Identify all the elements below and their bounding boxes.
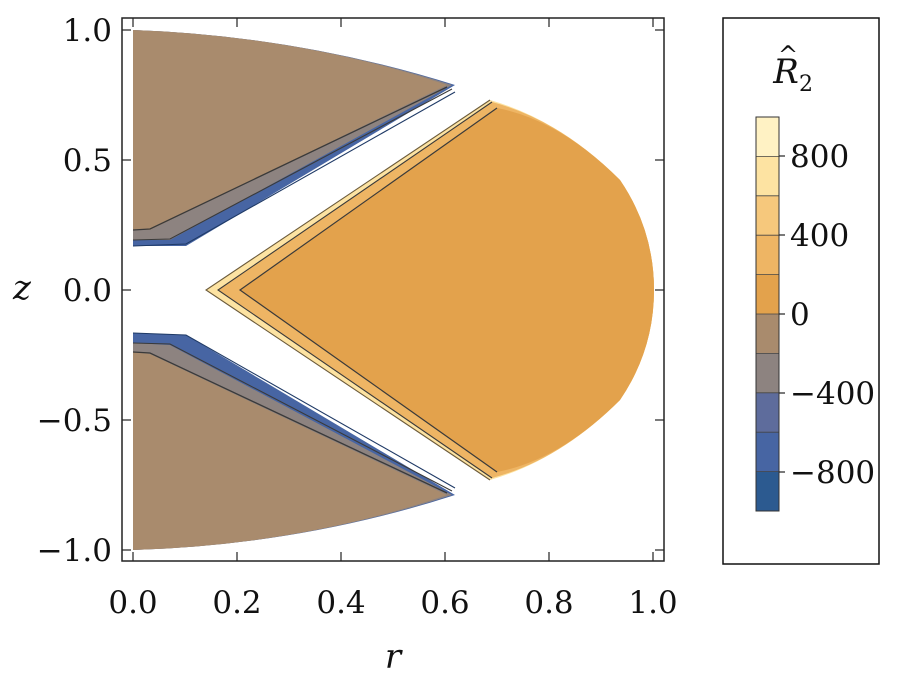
- colorbar-band: [756, 432, 779, 472]
- colorbar-band: [756, 314, 779, 354]
- colorbar-band: [756, 471, 779, 511]
- x-axis-label: r: [385, 637, 403, 677]
- y-axis-label: z: [12, 268, 32, 308]
- legend-title-hat: ^: [778, 41, 798, 69]
- colorbar-band: [756, 156, 779, 196]
- colorbar-tick-label: 400: [790, 218, 849, 254]
- legend-title-main: R: [772, 52, 799, 92]
- x-tick-label: 0.8: [524, 585, 573, 621]
- x-tick-label: 1.0: [628, 585, 677, 621]
- contour-line-lower-1: [132, 351, 448, 494]
- y-tick-label: −1.0: [37, 533, 112, 569]
- x-tick-label: 0.0: [108, 585, 157, 621]
- y-tick-label: 0.5: [63, 143, 112, 179]
- contour-line-upper-2: [132, 88, 453, 241]
- colorbar-band: [756, 195, 779, 236]
- x-tick-label: 0.6: [420, 585, 469, 621]
- colorbar-tick-label: −400: [790, 376, 875, 412]
- legend-title: R 2 ^: [772, 41, 813, 97]
- x-axis-ticks: [132, 18, 654, 561]
- colorbar-tick-label: 800: [790, 139, 849, 175]
- colorbar-tick-label: −800: [790, 455, 875, 491]
- colorbar-band: [756, 274, 779, 314]
- colorbar-band: [756, 353, 779, 393]
- colorbar-band: [756, 117, 779, 157]
- y-axis-ticks: [122, 29, 664, 551]
- x-tick-label: 0.2: [212, 585, 261, 621]
- x-tick-label: 0.4: [316, 585, 365, 621]
- region-lower-wedge-fill: [133, 352, 447, 550]
- contour-regions: [132, 30, 654, 550]
- y-tick-label: −0.5: [37, 403, 112, 439]
- contour-line-bulge-2: [217, 101, 493, 479]
- colorbar-band: [756, 235, 779, 275]
- legend-title-sub: 2: [799, 72, 813, 97]
- region-right-bulge-fill: [240, 108, 654, 472]
- colorbar-tick-label: 0: [790, 297, 810, 333]
- colorbar-band: [756, 392, 779, 433]
- region-upper-wedge-fill: [133, 30, 447, 230]
- contour-line-bulge-3: [238, 107, 498, 473]
- contour-line-upper-3: [132, 91, 456, 247]
- y-tick-label: 1.0: [63, 13, 112, 49]
- colorbar-ticks: [779, 155, 785, 473]
- contour-line-upper-1: [132, 86, 448, 231]
- contour-line-bulge-1: [205, 99, 491, 481]
- contour-line-lower-3: [132, 332, 456, 489]
- contour-line-lower-2: [132, 342, 453, 492]
- legend-box: [722, 17, 880, 565]
- y-tick-label: 0.0: [63, 273, 112, 309]
- colorbar: [756, 117, 779, 511]
